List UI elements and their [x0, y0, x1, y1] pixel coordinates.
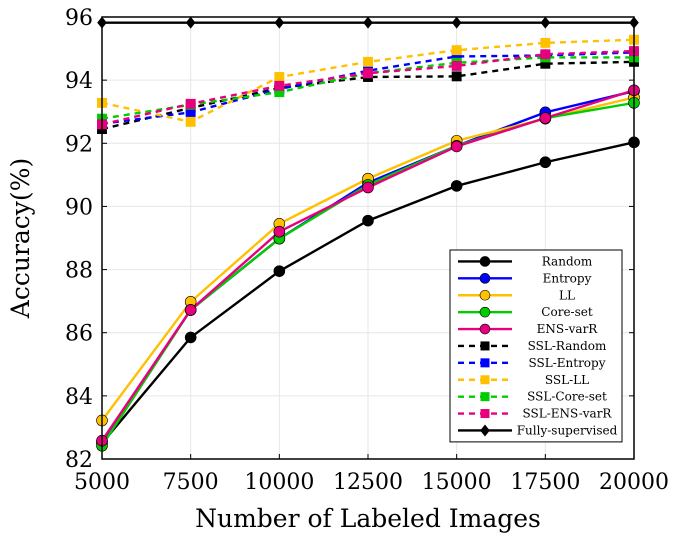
data-point-ens-varr: [184, 304, 197, 316]
data-point-ssl-ll: [185, 116, 196, 127]
legend-label: ENS-varR: [537, 322, 599, 336]
legend-label: SSL-Entropy: [529, 356, 606, 370]
axis-ticks: 5000 7500 10000 12500 15000 17500 20000 82 84 86 8…: [65, 6, 669, 495]
legend-swatch-marker: [479, 289, 491, 301]
legend-swatch-marker: [479, 306, 491, 318]
x-tick-label: 7500: [163, 470, 219, 495]
legend-label: Core-set: [541, 305, 593, 319]
x-axis-title: Number of Labeled Images: [195, 504, 541, 533]
legend-label: LL: [559, 288, 575, 302]
data-point-random: [273, 265, 286, 277]
data-point-ssl-ll: [451, 45, 462, 56]
data-point-ssl-ens-varr: [274, 80, 285, 91]
legend-swatch-marker: [480, 375, 490, 385]
legend-swatch-marker: [479, 273, 491, 284]
y-tick-label: 94: [65, 69, 93, 94]
x-tick-label: 15000: [422, 470, 492, 495]
y-tick-label: 86: [65, 322, 93, 347]
legend-swatch-marker: [480, 392, 490, 402]
y-tick-label: 92: [65, 132, 93, 157]
data-point-ens-varr: [362, 181, 374, 194]
legend-swatch-marker: [479, 256, 491, 267]
legend-swatch-marker: [480, 424, 490, 437]
y-tick-label: 96: [65, 6, 93, 31]
data-point-ssl-random: [451, 71, 462, 82]
legend-swatch-marker: [479, 323, 491, 335]
legend-label: Entropy: [543, 271, 592, 285]
legend-label: Random: [542, 254, 593, 268]
x-tick-label: 10000: [244, 470, 314, 495]
data-point-ens-varr: [273, 225, 286, 238]
x-tick-label: 12500: [333, 470, 403, 495]
legend-swatch-marker: [480, 358, 490, 368]
data-point-ssl-ens-varr: [363, 68, 373, 79]
data-point-ssl-ll: [540, 37, 551, 48]
legend-label: SSL-Random: [528, 339, 607, 353]
data-point-fully-supervised: [274, 16, 285, 29]
data-point-random: [450, 180, 463, 192]
data-point-fully-supervised: [451, 16, 462, 29]
y-tick-label: 88: [65, 259, 93, 284]
data-point-ssl-ens-varr: [451, 60, 462, 71]
y-tick-label: 84: [65, 385, 93, 410]
data-point-fully-supervised: [540, 16, 551, 29]
data-point-ssl-random: [540, 58, 551, 69]
x-tick-label: 20000: [599, 470, 669, 495]
data-point-ssl-entropy: [451, 51, 462, 62]
data-point-ssl-entropy: [185, 107, 196, 118]
x-tick-label: 5000: [74, 470, 130, 495]
data-point-random: [184, 331, 197, 344]
legend-swatch-marker: [480, 341, 490, 351]
data-point-ssl-ens-varr: [540, 49, 551, 60]
legend-label: Fully-supervised: [517, 423, 618, 437]
y-axis-title: Accuracy(%): [6, 158, 35, 319]
data-point-random: [539, 156, 552, 169]
x-tick-label: 17500: [510, 470, 580, 495]
legend-label: SSL-ENS-varR: [523, 407, 613, 421]
data-point-ssl-core-set: [274, 87, 285, 98]
legend: Random Entropy LL Core-set ENS-varR SSL-Rando…: [449, 249, 623, 443]
data-point-ens-varr: [450, 140, 463, 153]
data-point-ssl-ll: [363, 56, 373, 67]
legend-swatch-marker: [480, 409, 490, 419]
y-tick-label: 82: [65, 448, 93, 473]
data-point-random: [362, 214, 374, 227]
data-point-ens-varr: [539, 112, 552, 124]
legend-label: SSL-LL: [545, 373, 589, 387]
legend-box: [449, 249, 623, 443]
legend-label: SSL-Core-set: [527, 390, 607, 404]
data-point-ssl-ll: [274, 72, 285, 82]
y-tick-label: 90: [65, 195, 93, 220]
data-point-ssl-ens-varr: [185, 98, 196, 109]
data-point-fully-supervised: [363, 16, 373, 29]
data-point-fully-supervised: [185, 16, 196, 29]
